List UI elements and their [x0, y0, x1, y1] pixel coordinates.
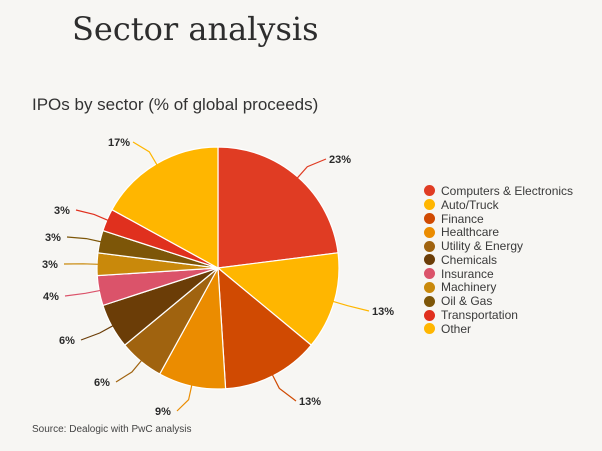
legend-swatch	[424, 199, 435, 211]
legend-label: Utility & Energy	[441, 239, 524, 254]
source-note: Source: Dealogic with PwC analysis	[32, 424, 192, 435]
data-label-4: 9%	[155, 406, 171, 418]
data-label-11: 17%	[108, 137, 130, 149]
chart-legend: Computers & Electronics Auto/Truck Finance…	[424, 184, 573, 336]
data-label-5: 6%	[94, 377, 110, 389]
data-label-10: 3%	[54, 205, 70, 217]
legend-label: Transportation	[441, 308, 518, 323]
leader-line-10	[75, 209, 110, 222]
legend-label: Auto/Truck	[441, 197, 499, 212]
legend-swatch	[424, 185, 435, 197]
legend-swatch	[424, 254, 435, 266]
data-label-8: 3%	[42, 259, 58, 271]
legend-swatch	[424, 240, 435, 252]
leader-line-4	[176, 383, 193, 412]
legend-item: Machinery	[424, 280, 573, 295]
legend-label: Machinery	[441, 280, 497, 295]
data-label-3: 13%	[299, 396, 321, 408]
legend-swatch	[424, 295, 435, 307]
legend-swatch	[424, 212, 435, 224]
leader-line-5	[115, 359, 143, 383]
data-label-2: 13%	[372, 306, 394, 318]
leader-line-11	[132, 141, 158, 166]
legend-item: Insurance	[424, 267, 573, 281]
legend-label: Chemicals	[441, 252, 498, 267]
legend-swatch	[424, 268, 435, 280]
legend-item: Finance	[424, 212, 573, 226]
legend-label: Healthcare	[441, 225, 500, 240]
leader-line-8	[63, 263, 100, 265]
legend-item: Transportation	[424, 308, 573, 322]
legend-label: Other	[441, 321, 472, 336]
data-label-7: 4%	[43, 291, 59, 303]
leader-line-6	[80, 324, 114, 341]
legend-item: Computers & Electronics	[424, 184, 573, 198]
legend-swatch	[424, 323, 435, 335]
data-label-6: 6%	[59, 335, 75, 347]
pie-slice-1	[217, 146, 339, 269]
leader-line-3	[271, 373, 297, 402]
legend-swatch	[424, 226, 435, 238]
legend-item: Utility & Energy	[424, 239, 573, 253]
chart-title: IPOs by sector (% of global proceeds)	[32, 95, 319, 114]
legend-label: Finance	[441, 211, 484, 226]
leader-line-1	[296, 158, 327, 180]
data-label-1: 23%	[329, 154, 351, 166]
page-title: Sector analysis	[72, 10, 319, 48]
legend-item: Healthcare	[424, 225, 573, 239]
data-label-9: 3%	[45, 232, 61, 244]
legend-item: Oil & Gas	[424, 294, 573, 308]
legend-label: Insurance	[441, 266, 494, 281]
leader-line-7	[64, 289, 102, 297]
legend-item: Other	[424, 322, 573, 336]
legend-item: Auto/Truck	[424, 198, 573, 212]
legend-swatch	[424, 309, 435, 321]
legend-label: Oil & Gas	[441, 294, 493, 309]
legend-label: Computers & Electronics	[441, 183, 574, 198]
leader-line-2	[332, 300, 370, 312]
legend-item: Chemicals	[424, 253, 573, 267]
legend-swatch	[424, 281, 435, 293]
leader-line-9	[66, 236, 103, 243]
